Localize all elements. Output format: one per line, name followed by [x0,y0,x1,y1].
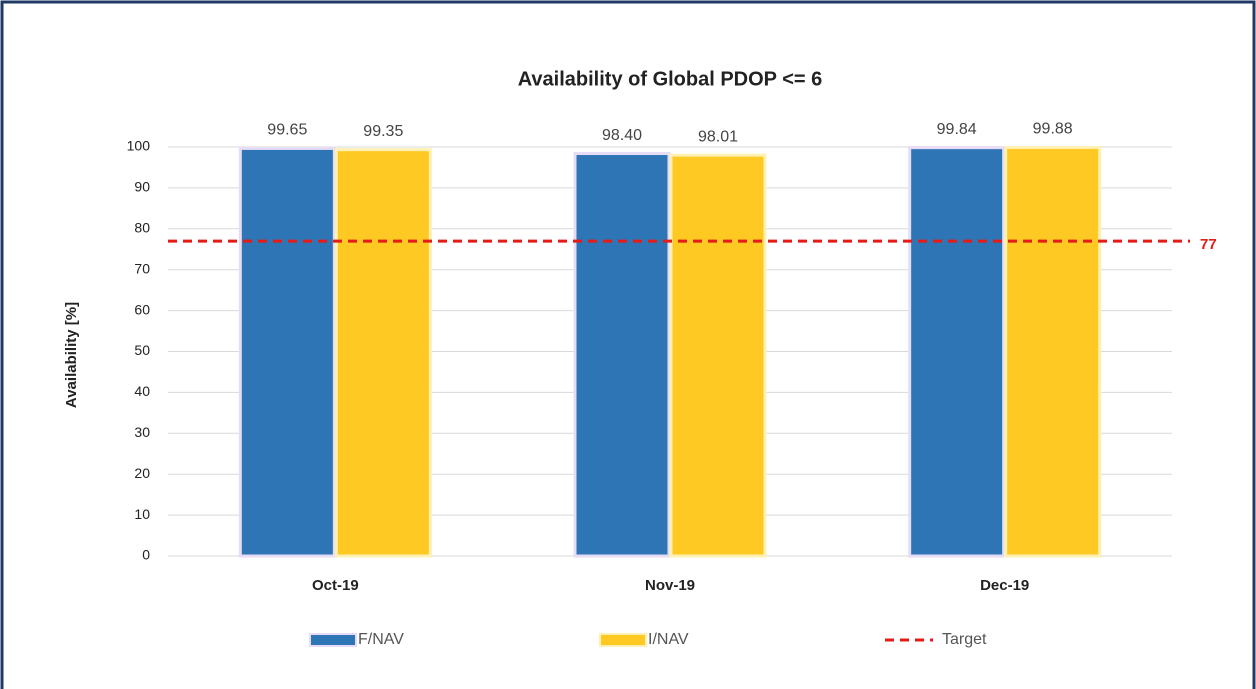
y-tick-label: 40 [134,383,150,399]
bar [1004,145,1102,558]
value-label: 99.84 [937,121,977,138]
y-tick-label: 70 [134,260,150,276]
y-tick-label: 50 [134,342,150,358]
y-tick-label: 80 [134,220,150,236]
value-label: 99.35 [363,123,403,140]
legend-swatch [309,633,357,647]
target-label: 77 [1200,236,1217,253]
legend-swatch [599,633,647,647]
legend-label: Target [942,631,987,648]
bar [238,146,336,558]
bar [573,152,671,558]
legend-label: F/NAV [358,631,404,648]
value-label: 99.88 [1033,121,1073,138]
value-label: 99.65 [267,122,307,139]
bar [334,148,432,558]
y-tick-label: 10 [134,506,150,522]
y-tick-label: 20 [134,465,150,481]
y-tick-label: 30 [134,424,150,440]
x-tick-label: Dec-19 [980,577,1029,594]
x-tick-label: Nov-19 [645,577,695,594]
chart-title: Availability of Global PDOP <= 6 [518,68,823,90]
bar [669,153,767,558]
legend-label: I/NAV [648,631,689,648]
y-tick-label: 100 [127,138,151,154]
y-tick-label: 60 [134,301,150,317]
bar [908,146,1006,558]
value-label: 98.40 [602,127,642,144]
y-axis-label: Availability [%] [63,302,80,408]
y-tick-label: 0 [142,547,150,563]
y-tick-label: 90 [134,179,150,195]
value-label: 98.01 [698,128,738,145]
x-tick-label: Oct-19 [312,577,359,594]
